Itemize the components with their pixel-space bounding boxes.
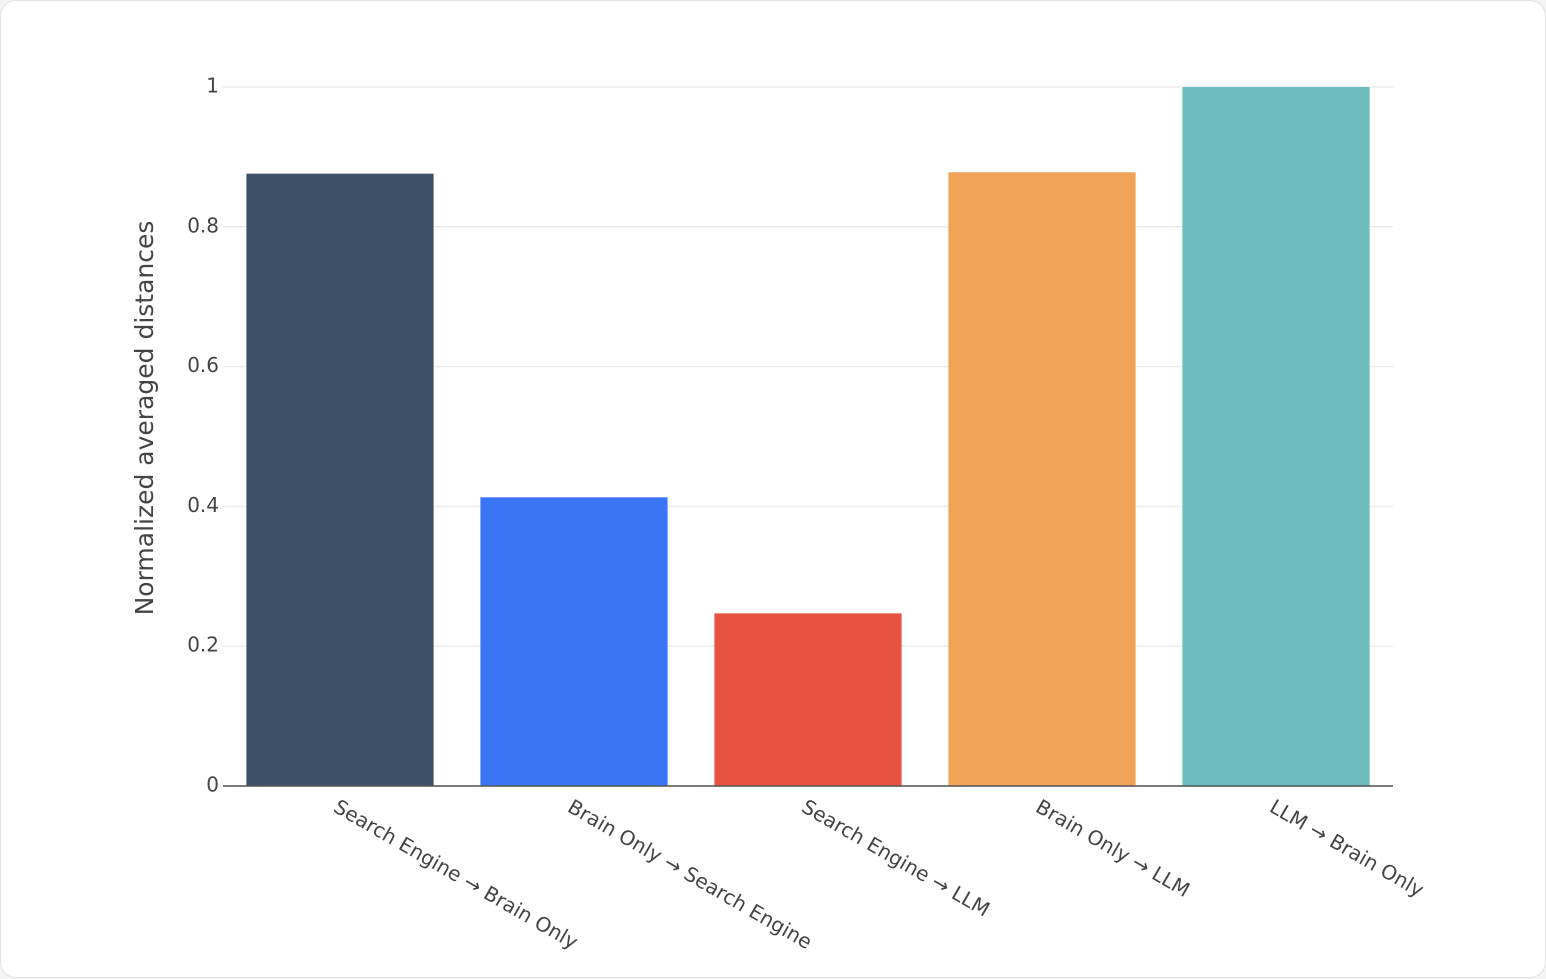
bar [948,172,1136,786]
y-tick-label: 0.2 [187,633,219,657]
y-axis-title: Normalized averaged distances [130,221,159,616]
y-tick-label: 0.6 [187,353,219,377]
x-tick-label: Brain Only → Search Engine [564,794,816,954]
y-tick-label: 0.8 [187,213,219,237]
y-tick-label: 1 [206,74,219,98]
bar [714,613,902,786]
y-tick-label: 0 [206,773,219,797]
bar [1182,87,1370,786]
bar [480,497,668,786]
x-tick-label: Search Engine → LLM [798,794,994,921]
x-tick-label: LLM → Brain Only [1266,794,1428,902]
bar [246,173,434,786]
y-tick-label: 0.4 [187,493,219,517]
x-tick-label: Search Engine → Brain Only [330,794,583,954]
x-tick-label: Brain Only → LLM [1032,794,1194,902]
